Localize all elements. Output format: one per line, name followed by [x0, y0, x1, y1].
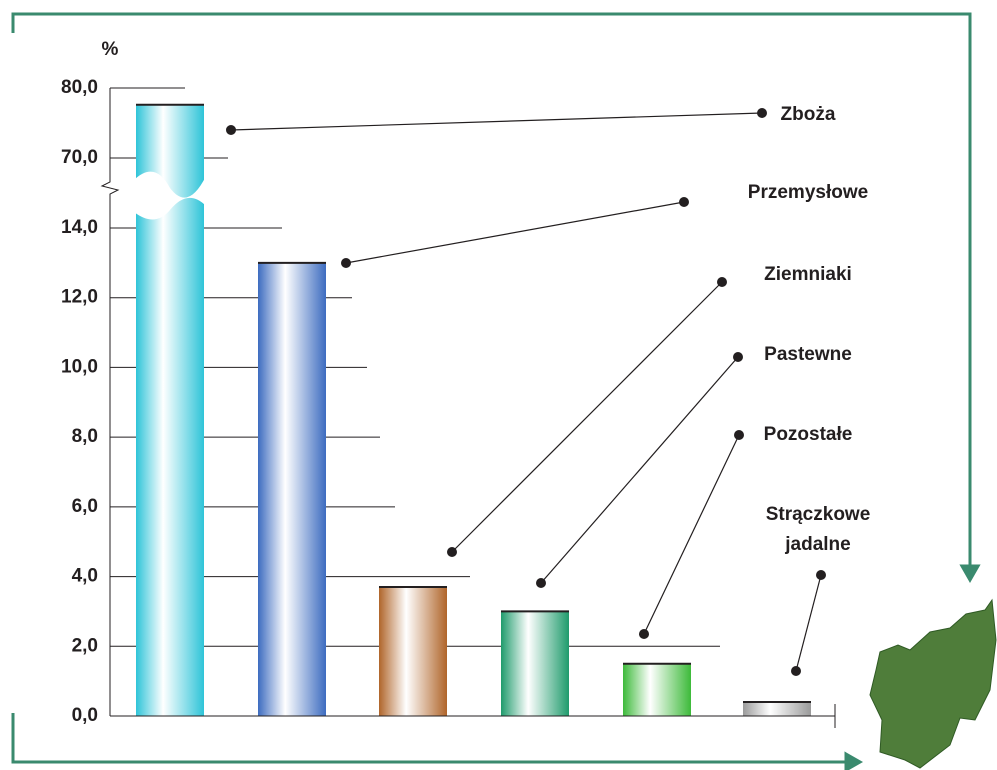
leader-dot [679, 197, 689, 207]
leader-dot [447, 547, 457, 557]
category-label: Przemysłowe [723, 178, 893, 208]
category-label: Zboża [723, 100, 893, 130]
page: % 0,0 2,0 4,0 6,0 8,0 10,0 12,0 14,0 70,0 80,0 Zb… [0, 0, 997, 770]
leader-dot [791, 666, 801, 676]
leader-dot [536, 578, 546, 588]
leader-line [346, 202, 684, 263]
y-tick-label: 6,0 [72, 496, 98, 517]
leader-dot [816, 570, 826, 580]
leader-dot [341, 258, 351, 268]
bar [379, 587, 447, 716]
leader-line [231, 113, 762, 130]
y-tick-label: 2,0 [72, 635, 98, 656]
leader-line [796, 575, 821, 671]
category-label: Pastewne [723, 340, 893, 370]
leader-line [452, 282, 722, 552]
y-tick-label: 70,0 [61, 147, 98, 168]
y-tick-label: 80,0 [61, 77, 98, 98]
category-label: Strączkowe jadalne [743, 500, 893, 560]
leader-line [541, 357, 738, 583]
category-label: Ziemniaki [723, 260, 893, 290]
y-axis-label: % [102, 39, 119, 60]
y-tick-label: 14,0 [61, 217, 98, 238]
y-tick-label: 4,0 [72, 566, 98, 587]
bar [623, 664, 691, 716]
map-region [870, 600, 996, 768]
bar [501, 611, 569, 716]
category-label: Pozostałe [723, 420, 893, 450]
y-tick-label: 8,0 [72, 426, 98, 447]
y-tick-label: 0,0 [72, 705, 98, 726]
leader-line [644, 435, 739, 634]
leader-dot [226, 125, 236, 135]
bar [258, 263, 326, 716]
leader-dot [639, 629, 649, 639]
y-tick-label: 12,0 [61, 287, 98, 308]
bar [743, 702, 811, 716]
y-tick-label: 10,0 [61, 356, 98, 377]
y-axis [102, 88, 118, 716]
